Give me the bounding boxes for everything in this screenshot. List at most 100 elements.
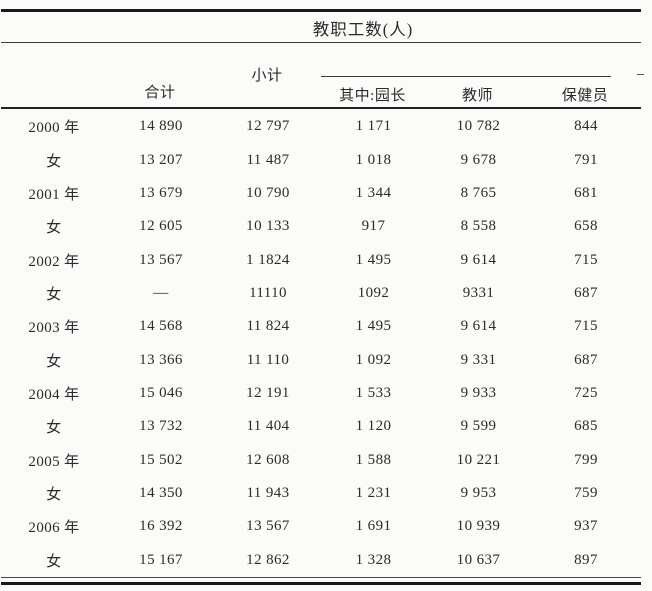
bottom-rule-thin (1, 577, 641, 579)
cell-director: 1 092 (355, 351, 392, 368)
cell-subtotal: 1 1824 (246, 251, 290, 268)
cell-teacher: 9 614 (460, 318, 497, 335)
table-row: 女 14 350 11 943 1 231 9 953 759 (1, 477, 641, 510)
table-row: 2000 年 14 890 12 797 1 171 10 782 844 (1, 110, 641, 143)
cell-subtotal: 12 797 (246, 118, 290, 135)
cell-subtotal: 11 110 (246, 351, 290, 368)
table-row: 女 15 167 12 862 1 328 10 637 897 (1, 544, 641, 577)
cell-teacher: 10 939 (456, 518, 501, 535)
cell-teacher: 10 221 (456, 451, 501, 468)
cell-teacher: 9 331 (460, 351, 497, 368)
cell-director: 1 018 (355, 151, 392, 168)
cell-health: 687 (574, 284, 598, 301)
cell-total: 13 732 (139, 418, 183, 435)
cell-total: 14 568 (139, 318, 183, 335)
column-header-subtotal: 小计 (251, 68, 283, 84)
cell-teacher: 8 765 (460, 184, 497, 201)
cell-total: 13 567 (139, 251, 183, 268)
table-row: 2002 年 13 567 1 1824 1 495 9 614 715 (1, 243, 641, 276)
cell-total: 15 046 (139, 385, 183, 402)
cell-subtotal: 11 487 (246, 151, 290, 168)
cell-director: 917 (361, 218, 386, 235)
row-label: 2005 年 (28, 453, 80, 470)
table-row: 2004 年 15 046 12 191 1 533 9 933 725 (1, 377, 641, 410)
cell-teacher: 8 558 (460, 218, 497, 235)
cell-director: 1092 (357, 284, 390, 301)
cell-health: 715 (574, 318, 598, 335)
cell-subtotal: 12 608 (246, 451, 290, 468)
cell-subtotal: 13 567 (246, 518, 290, 535)
right-edge-mark (637, 73, 644, 76)
cell-total: 13 366 (139, 351, 183, 368)
column-header-director: 其中:园长 (339, 88, 406, 104)
row-label: 2002 年 (28, 253, 80, 270)
cell-health: 759 (574, 485, 598, 502)
cell-teacher: 9 933 (460, 385, 497, 402)
cell-total: 14 350 (139, 485, 183, 502)
row-label: 2006 年 (28, 520, 80, 537)
cell-director: 1 328 (355, 551, 392, 568)
cell-health: 658 (574, 218, 598, 235)
row-label: 女 (46, 220, 62, 237)
table-row: 2005 年 15 502 12 608 1 588 10 221 799 (1, 444, 641, 477)
row-label: 女 (46, 487, 62, 504)
cell-director: 1 691 (355, 518, 392, 535)
cell-total: 14 890 (139, 118, 183, 135)
row-label: 2004 年 (28, 387, 80, 404)
row-label: 女 (46, 553, 62, 570)
column-header-health: 保健员 (561, 88, 609, 104)
bottom-rule-thick (1, 582, 641, 585)
row-label: 女 (46, 353, 62, 370)
cell-health: 685 (574, 418, 598, 435)
cell-subtotal: 11 404 (246, 418, 290, 435)
cell-director: 1 171 (355, 118, 392, 135)
column-header-teacher: 教师 (461, 88, 493, 104)
cell-teacher: 9 614 (460, 251, 497, 268)
cell-health: 791 (574, 151, 598, 168)
cell-teacher: 10 782 (456, 118, 501, 135)
cell-director: 1 533 (355, 385, 392, 402)
cell-health: 799 (574, 451, 598, 468)
table-row: 女 13 207 11 487 1 018 9 678 791 (1, 143, 641, 176)
subgroup-rule (321, 76, 611, 78)
cell-health: 897 (574, 551, 598, 568)
cell-health: 844 (574, 118, 598, 135)
row-label: 女 (46, 286, 62, 303)
cell-director: 1 231 (355, 485, 392, 502)
title-divider-rule (1, 41, 641, 43)
table-body: 2000 年 14 890 12 797 1 171 10 782 844 女 … (1, 110, 641, 577)
table-title: 教职工数(人) (312, 20, 414, 39)
cell-director: 1 344 (355, 184, 392, 201)
cell-subtotal: 10 790 (246, 184, 290, 201)
row-label: 女 (46, 420, 62, 437)
cell-teacher: 9331 (462, 284, 495, 301)
cell-total: 15 502 (139, 451, 183, 468)
cell-subtotal: 11110 (249, 284, 287, 301)
cell-subtotal: 12 862 (246, 551, 290, 568)
table-row: 2006 年 16 392 13 567 1 691 10 939 937 (1, 510, 641, 543)
cell-teacher: 10 637 (456, 551, 501, 568)
cell-director: 1 495 (355, 251, 392, 268)
cell-subtotal: 12 191 (246, 385, 290, 402)
cell-health: 681 (574, 184, 598, 201)
row-label: 2001 年 (28, 186, 80, 203)
row-label: 2000 年 (28, 120, 80, 137)
cell-health: 715 (574, 251, 598, 268)
cell-total: 16 392 (139, 518, 183, 535)
table-row: 女 — 11110 1092 9331 687 (1, 277, 641, 310)
table-row: 女 13 732 11 404 1 120 9 599 685 (1, 410, 641, 443)
cell-total: — (153, 284, 169, 301)
cell-health: 687 (574, 351, 598, 368)
cell-director: 1 495 (355, 318, 392, 335)
cell-subtotal: 11 824 (246, 318, 290, 335)
cell-director: 1 588 (355, 451, 392, 468)
cell-teacher: 9 953 (460, 485, 497, 502)
header-bottom-rule (1, 107, 641, 110)
cell-health: 937 (574, 518, 598, 535)
table-row: 女 13 366 11 110 1 092 9 331 687 (1, 344, 641, 377)
row-label: 女 (46, 153, 62, 170)
table-row: 2001 年 13 679 10 790 1 344 8 765 681 (1, 177, 641, 210)
top-rule (1, 9, 641, 12)
cell-total: 15 167 (139, 551, 183, 568)
